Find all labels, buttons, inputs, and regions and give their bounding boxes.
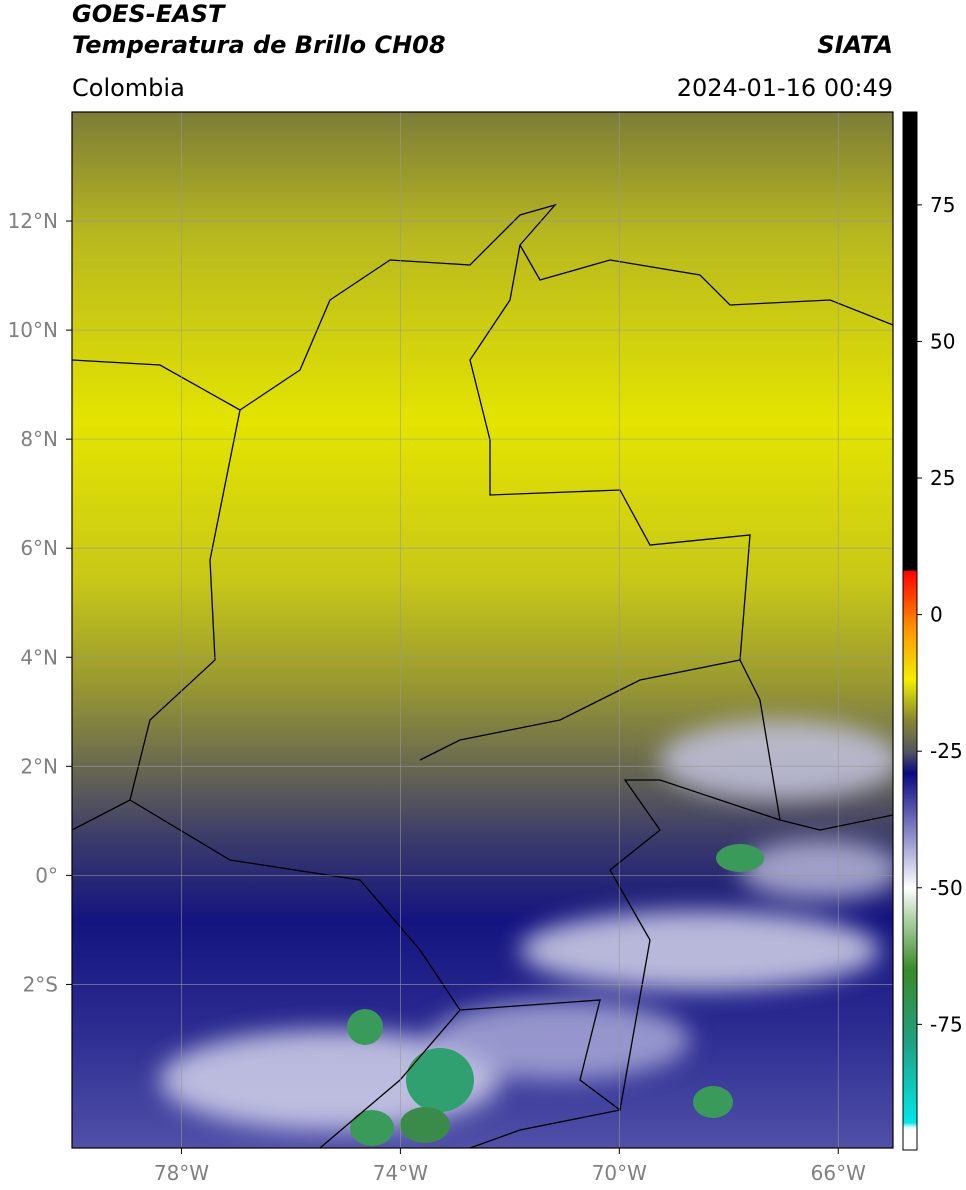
x-tick-label: 74°W bbox=[373, 1161, 428, 1185]
y-tick-label: 8°N bbox=[20, 427, 58, 451]
source: SIATA bbox=[817, 31, 893, 59]
y-tick-label: 2°N bbox=[20, 754, 58, 778]
region: Colombia bbox=[72, 74, 185, 102]
clouds bbox=[160, 720, 893, 1130]
colorbar-tick-label: -75 bbox=[930, 1012, 963, 1036]
x-tick-label: 70°W bbox=[592, 1161, 647, 1185]
colorbar-tick-label: 0 bbox=[930, 603, 943, 627]
subtitle: Temperatura de Brillo CH08 bbox=[72, 31, 446, 59]
colorbar-tick-label: -50 bbox=[930, 876, 963, 900]
y-tick-label: 6°N bbox=[20, 536, 58, 560]
background bbox=[72, 112, 893, 1148]
cold-tops bbox=[347, 844, 764, 1146]
imagery bbox=[72, 112, 893, 1148]
colorbar-tick-label: 25 bbox=[930, 466, 955, 490]
y-tick-label: 4°N bbox=[20, 645, 58, 669]
grid bbox=[72, 112, 893, 1148]
y-tick-label: 0° bbox=[35, 863, 58, 887]
title: GOES-EAST bbox=[72, 0, 226, 28]
colorbar bbox=[902, 111, 918, 1151]
map-frame bbox=[71, 111, 894, 1149]
x-tick-label: 78°W bbox=[154, 1161, 209, 1185]
colorbar-tick-label: 50 bbox=[930, 329, 955, 353]
colorbar-tick-label: -25 bbox=[930, 739, 963, 763]
y-tick-label: 10°N bbox=[8, 318, 58, 342]
datetime: 2024-01-16 00:49 bbox=[677, 74, 893, 102]
y-tick-label: 2°S bbox=[23, 972, 58, 996]
colorbar-tick-label: 75 bbox=[930, 193, 955, 217]
x-tick-label: 66°W bbox=[811, 1161, 866, 1185]
y-tick-label: 12°N bbox=[8, 209, 58, 233]
